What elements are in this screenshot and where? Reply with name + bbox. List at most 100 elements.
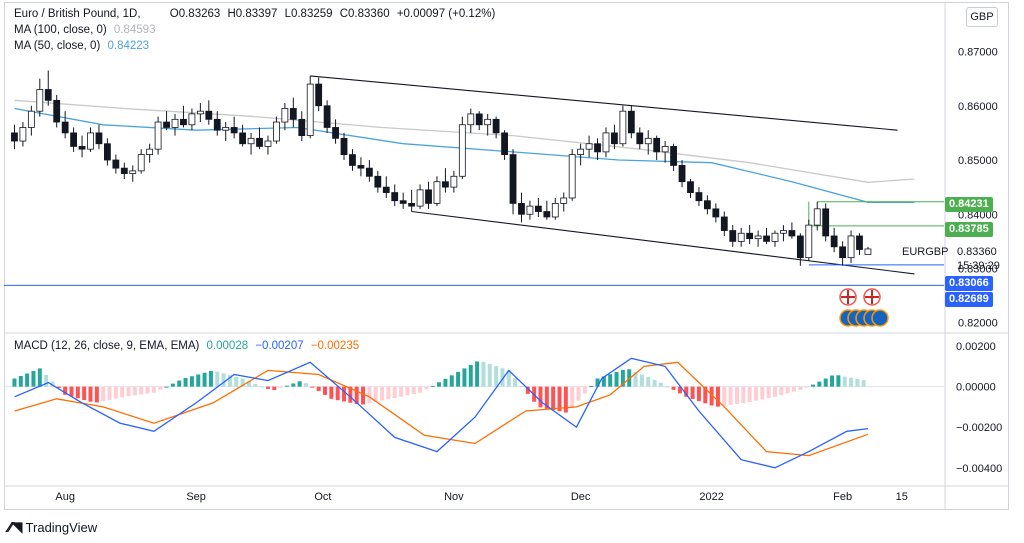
brand-name: TradingView [25,519,98,535]
candle-body [619,110,627,145]
macd-histogram-bar [75,386,80,399]
candle-body [19,127,27,142]
candle-body [247,137,255,145]
macd-histogram-bar [253,383,258,387]
tag-82689: 0.82689 [945,292,993,307]
macd-histogram-bar [779,386,784,396]
macd-histogram-bar [348,386,353,403]
macd-histogram-bar [303,383,308,387]
macd-histogram-bar [652,379,657,387]
macd-histogram-bar [18,376,23,387]
macd-histogram-bar [741,386,746,404]
candle-body [551,203,559,218]
time-tick-label: Dec [571,491,591,503]
macd-histogram-bar [842,376,847,387]
candle-body [171,118,179,128]
macd-histogram-bar [291,383,296,387]
ohlc-low: L0.83259 [284,8,333,20]
macd-histogram-bar [259,386,264,388]
candle-body [856,235,863,250]
candle-body [425,189,432,204]
candle-body [796,235,804,259]
candle-body [146,148,154,155]
macd-histogram-bar [665,386,670,388]
candle-body [534,205,542,212]
macd-signal-line [14,361,869,457]
macd-histogram-bar [310,386,315,388]
candle-body [323,105,331,128]
macd-histogram-bar [576,386,581,401]
macd-histogram-bar [316,386,321,392]
macd-histogram-bar [836,375,841,387]
currency-button[interactable]: GBP [966,7,998,27]
macd-histogram-bar [82,386,87,400]
macd-histogram-bar [373,386,378,402]
macd-histogram-bar [722,386,727,406]
last-price-label: 0.83360 [957,246,997,258]
candle-body [120,167,128,174]
macd-line-value: −0.00207 [255,340,304,352]
macd-tick-label: 0.00000 [956,382,996,394]
macd-histogram-bar [240,378,245,387]
candle-body [306,83,314,137]
candle-body [433,181,441,204]
candle-body [315,83,323,107]
macd-histogram-bar [126,386,131,397]
macd-histogram-bar [456,371,461,387]
candle-body [374,175,382,188]
price-tick-label: 0.84000 [958,209,998,221]
macd-histogram-bar [323,386,328,395]
macd-histogram-bar [234,376,239,387]
macd-histogram-bar [709,386,714,406]
macd-histogram-bar [183,377,188,387]
macd-histogram-bar [494,366,499,387]
candle-body [695,192,703,202]
candle-body [408,203,416,207]
candle-body [636,132,644,145]
macd-histogram-bar [189,376,194,387]
time-tick-label: Nov [444,491,464,503]
macd-signal-value: −0.00235 [310,340,360,352]
candle-body [298,118,306,137]
macd-histogram-bar [519,386,524,388]
macd-histogram-bar [747,386,752,403]
ohlc-high: H0.83397 [227,8,278,20]
candle-body [864,248,872,255]
macd-histogram-bar [861,380,866,387]
candle-body [788,230,796,237]
candle-body [416,189,424,207]
macd-histogram-bar [215,371,220,387]
candle-body [746,232,754,240]
macd-histogram-bar [785,386,790,394]
macd-histogram-bar [715,386,720,407]
time-tick-label: Feb [833,491,852,503]
time-tick-label: Aug [55,491,75,503]
macd-histogram-bar [25,373,30,387]
price-tick-label: 0.85000 [958,155,998,167]
ohlc-open: O0.83263 [169,8,221,20]
candle-body [281,108,289,123]
ohlc-close: C0.83360 [339,8,390,20]
candle-body [44,89,52,101]
candle-body [501,132,508,155]
macd-histogram-bar [31,370,36,387]
macd-histogram-bar [405,386,410,396]
candle-body [847,235,855,259]
candle-body [450,175,458,188]
macd-histogram-bar [120,386,125,398]
macd-histogram-bar [437,382,442,387]
macd-histogram-bar [601,376,606,387]
macd-histogram-bar [392,386,397,398]
macd-histogram-bar [164,386,169,388]
macd-histogram-bar [538,386,543,408]
candle-body [611,132,618,145]
macd-hist-value: 0.00028 [206,340,249,352]
time-tick-label: 15 [896,491,908,503]
candle-body [661,146,669,153]
ma50-value: 0.84223 [107,40,150,52]
candle-body [568,154,576,199]
macd-histogram-bar [620,369,625,387]
macd-histogram-bar [481,361,486,387]
macd-tick-label: 0.00200 [956,341,996,353]
